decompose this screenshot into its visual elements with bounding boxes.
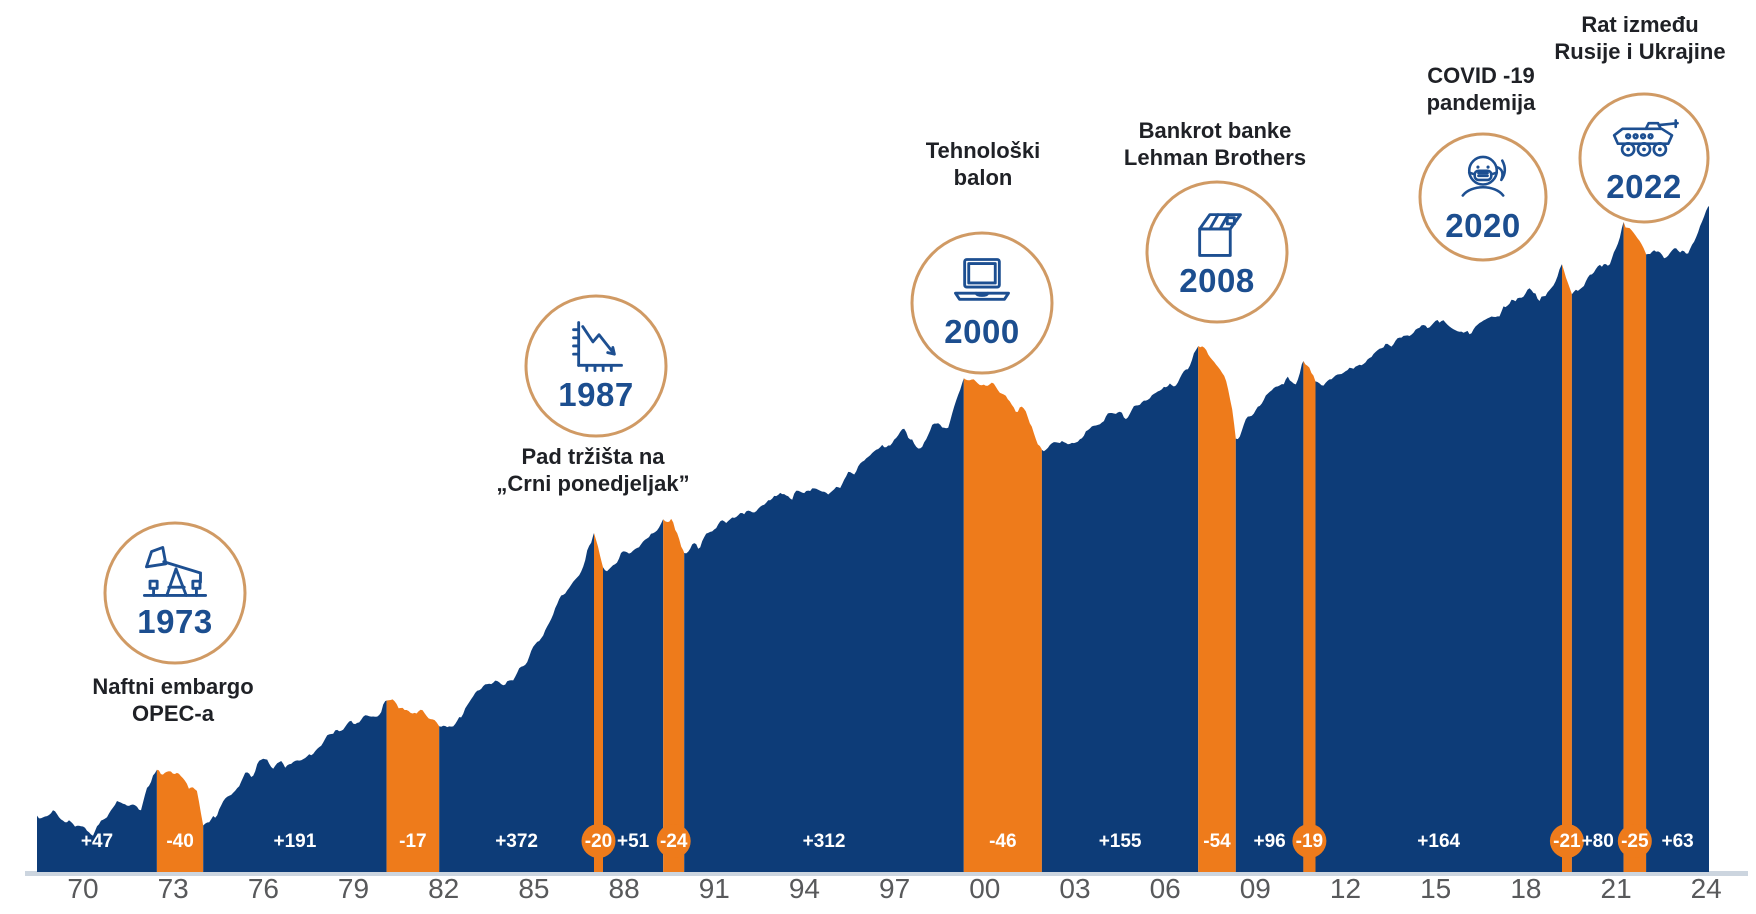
bull-market-area bbox=[1235, 361, 1304, 872]
event-caption-line: Pad tržišta na bbox=[521, 444, 665, 469]
event-caption-line: Lehman Brothers bbox=[1124, 145, 1306, 170]
segment-return-label: +51 bbox=[617, 831, 650, 852]
bull-market-area bbox=[203, 700, 387, 872]
segment-return-label: +164 bbox=[1417, 831, 1460, 852]
segment-return-label: +191 bbox=[274, 831, 317, 852]
segment-return-label: -21 bbox=[1553, 831, 1581, 852]
bear-market-area bbox=[1303, 361, 1316, 872]
segment-return-label: +63 bbox=[1661, 831, 1693, 852]
bear-return-badge bbox=[1617, 824, 1652, 858]
event-annotation-1987: 1987 Pad tržišta na„Crni ponedjeljak” bbox=[496, 294, 690, 496]
bull-market-area bbox=[1041, 346, 1199, 872]
event-year-label: 2020 bbox=[1445, 207, 1520, 244]
event-ring bbox=[103, 521, 247, 665]
event-caption-line: pandemija bbox=[1427, 90, 1537, 115]
x-axis-tick-label: 76 bbox=[248, 873, 279, 904]
bear-market-area bbox=[1198, 346, 1236, 872]
bull-market-area bbox=[684, 378, 964, 872]
bear-return-badge bbox=[1292, 824, 1327, 858]
event-ring bbox=[910, 231, 1054, 375]
segment-return-label: -19 bbox=[1296, 831, 1323, 852]
bull-market-area bbox=[439, 533, 594, 872]
x-axis-tick-label: 97 bbox=[879, 873, 910, 904]
event-ring bbox=[1145, 180, 1289, 324]
segment-return-label: -40 bbox=[166, 831, 193, 852]
x-axis-tick-label: 79 bbox=[338, 873, 369, 904]
event-caption-line: Rat između bbox=[1581, 12, 1698, 37]
event-caption-line: COVID -19 bbox=[1427, 63, 1535, 88]
x-axis-tick-label: 06 bbox=[1150, 873, 1181, 904]
x-axis-tick-label: 00 bbox=[969, 873, 1000, 904]
bear-market-area bbox=[594, 533, 603, 872]
x-axis-tick-label: 82 bbox=[428, 873, 459, 904]
segment-return-label: +47 bbox=[81, 831, 113, 852]
x-axis-tick-label: 73 bbox=[158, 873, 189, 904]
bear-return-badge bbox=[581, 824, 616, 858]
event-caption-line: Bankrot banke bbox=[1139, 118, 1292, 143]
segment-return-label: -25 bbox=[1621, 831, 1649, 852]
apc-icon bbox=[1612, 119, 1679, 157]
bull-market-area bbox=[603, 519, 664, 872]
segment-return-label: -54 bbox=[1203, 831, 1231, 852]
bear-return-badge bbox=[1549, 824, 1584, 858]
x-axis-tick-label: 94 bbox=[789, 873, 820, 904]
x-axis-tick-label: 12 bbox=[1330, 873, 1361, 904]
segment-return-label: +155 bbox=[1099, 831, 1142, 852]
chart-down-icon bbox=[572, 321, 623, 372]
laptop-icon bbox=[954, 258, 1010, 301]
bear-market-area bbox=[1562, 264, 1572, 872]
x-axis-tick-label: 15 bbox=[1420, 873, 1451, 904]
x-axis-tick-label: 70 bbox=[67, 873, 98, 904]
event-ring bbox=[1418, 132, 1548, 262]
segment-return-label: +312 bbox=[803, 831, 846, 852]
bear-return-badge bbox=[656, 824, 691, 858]
x-axis-tick-label: 03 bbox=[1059, 873, 1090, 904]
segment-return-label: -46 bbox=[989, 831, 1016, 852]
x-axis-tick-label: 09 bbox=[1240, 873, 1271, 904]
x-axis-tick-label: 91 bbox=[699, 873, 730, 904]
segment-return-label: +372 bbox=[495, 831, 538, 852]
x-axis-tick-label: 85 bbox=[518, 873, 549, 904]
segment-return-label: +80 bbox=[1582, 831, 1614, 852]
bull-market-area bbox=[1571, 221, 1624, 872]
segment-return-label: -17 bbox=[399, 831, 426, 852]
box-icon bbox=[1198, 213, 1242, 257]
axis-baseline bbox=[25, 871, 1748, 876]
bear-market-area bbox=[963, 378, 1042, 872]
bear-market-area bbox=[386, 699, 440, 872]
event-caption-line: Tehnološki bbox=[926, 138, 1041, 163]
event-caption-line: Rusije i Ukrajine bbox=[1554, 39, 1725, 64]
bull-market-area bbox=[37, 769, 157, 872]
event-year-label: 2008 bbox=[1179, 262, 1254, 299]
event-caption-line: balon bbox=[954, 165, 1013, 190]
bull-market-area bbox=[1646, 206, 1709, 873]
x-axis-tick-label: 24 bbox=[1691, 873, 1722, 904]
event-caption-line: OPEC-a bbox=[132, 701, 215, 726]
event-caption-line: Naftni embargo bbox=[92, 674, 253, 699]
bull-market-area bbox=[1315, 264, 1562, 872]
bear-market-area bbox=[1623, 221, 1647, 872]
event-year-label: 2022 bbox=[1606, 168, 1681, 205]
oil-pump-icon bbox=[142, 546, 208, 597]
x-axis-tick-label: 18 bbox=[1510, 873, 1541, 904]
event-caption-line: „Crni ponedjeljak” bbox=[496, 471, 689, 496]
bear-market-area bbox=[663, 518, 685, 872]
segment-return-label: -24 bbox=[660, 831, 688, 852]
mask-person-icon bbox=[1461, 155, 1507, 197]
event-year-label: 1973 bbox=[137, 603, 212, 640]
segment-return-label: -20 bbox=[585, 831, 612, 852]
segment-return-label: +96 bbox=[1253, 831, 1285, 852]
x-axis-tick-label: 21 bbox=[1601, 873, 1632, 904]
event-year-label: 1987 bbox=[558, 376, 633, 413]
x-axis-tick-label: 88 bbox=[609, 873, 640, 904]
event-year-label: 2000 bbox=[944, 313, 1019, 350]
bear-market-area bbox=[156, 769, 204, 872]
